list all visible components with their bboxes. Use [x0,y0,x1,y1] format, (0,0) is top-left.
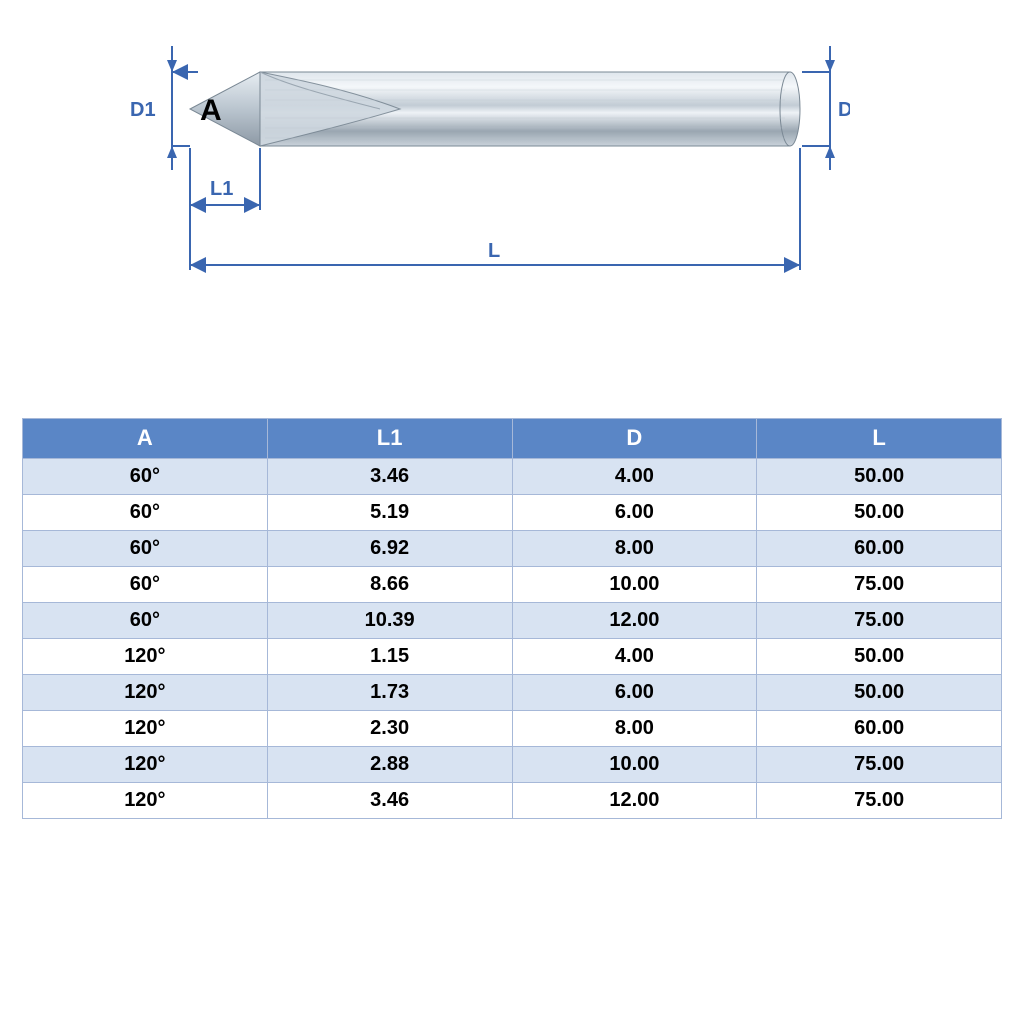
table-cell: 12.00 [512,603,757,639]
table-cell: 2.30 [267,711,512,747]
table-cell: 60° [23,459,268,495]
table-cell: 3.46 [267,783,512,819]
spec-table-container: AL1DL 60°3.464.0050.0060°5.196.0050.0060… [22,418,1002,819]
table-cell: 75.00 [757,747,1002,783]
table-cell: 4.00 [512,459,757,495]
table-cell: 120° [23,783,268,819]
table-cell: 60° [23,567,268,603]
label-d: D [838,99,850,121]
table-cell: 5.19 [267,495,512,531]
table-row: 60°10.3912.0075.00 [23,603,1002,639]
table-cell: 50.00 [757,495,1002,531]
table-header-l1: L1 [267,419,512,459]
table-cell: 120° [23,747,268,783]
tool-diagram: D1 A D L1 [130,40,850,300]
table-row: 120°1.154.0050.00 [23,639,1002,675]
table-row: 120°2.8810.0075.00 [23,747,1002,783]
table-cell: 60° [23,531,268,567]
table-cell: 50.00 [757,639,1002,675]
table-cell: 60° [23,495,268,531]
table-cell: 10.00 [512,567,757,603]
table-cell: 120° [23,639,268,675]
spec-table: AL1DL 60°3.464.0050.0060°5.196.0050.0060… [22,418,1002,819]
table-cell: 50.00 [757,675,1002,711]
table-cell: 8.66 [267,567,512,603]
table-cell: 6.00 [512,495,757,531]
table-cell: 1.73 [267,675,512,711]
table-cell: 8.00 [512,531,757,567]
label-a: A [200,94,222,127]
table-row: 60°8.6610.0075.00 [23,567,1002,603]
table-cell: 60.00 [757,531,1002,567]
table-cell: 120° [23,711,268,747]
table-cell: 10.00 [512,747,757,783]
table-cell: 50.00 [757,459,1002,495]
table-cell: 1.15 [267,639,512,675]
label-l1: L1 [210,178,233,200]
table-cell: 75.00 [757,783,1002,819]
table-cell: 75.00 [757,567,1002,603]
table-header-d: D [512,419,757,459]
table-row: 60°6.928.0060.00 [23,531,1002,567]
label-l: L [488,240,500,262]
table-row: 120°2.308.0060.00 [23,711,1002,747]
table-cell: 8.00 [512,711,757,747]
table-row: 120°1.736.0050.00 [23,675,1002,711]
table-row: 120°3.4612.0075.00 [23,783,1002,819]
table-cell: 2.88 [267,747,512,783]
table-cell: 10.39 [267,603,512,639]
table-header-l: L [757,419,1002,459]
table-row: 60°5.196.0050.00 [23,495,1002,531]
table-cell: 3.46 [267,459,512,495]
table-cell: 60° [23,603,268,639]
label-d1: D1 [130,99,156,121]
table-cell: 12.00 [512,783,757,819]
table-cell: 4.00 [512,639,757,675]
table-cell: 6.00 [512,675,757,711]
table-cell: 75.00 [757,603,1002,639]
table-cell: 60.00 [757,711,1002,747]
table-cell: 120° [23,675,268,711]
table-cell: 6.92 [267,531,512,567]
table-row: 60°3.464.0050.00 [23,459,1002,495]
table-header-a: A [23,419,268,459]
